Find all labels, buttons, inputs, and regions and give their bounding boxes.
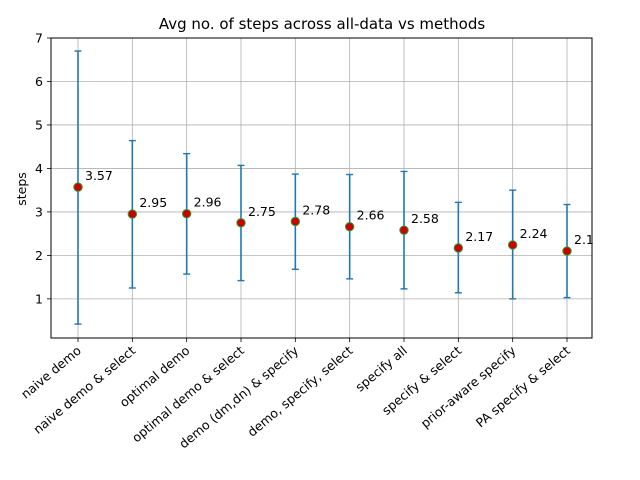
x-tick-label: PA specify & select (473, 343, 573, 431)
x-tick-label: demo, specify, select (244, 343, 355, 440)
data-label: 2.66 (357, 208, 385, 223)
data-label: 2.1 (574, 232, 594, 247)
data-label: 2.75 (248, 204, 276, 219)
data-point (562, 246, 572, 256)
data-label: 2.78 (302, 202, 330, 217)
y-tick-label: 6 (35, 74, 43, 89)
data-point (181, 208, 192, 219)
x-tick-label: naive demo & select (30, 343, 138, 437)
data-points (73, 182, 572, 256)
y-tick-label: 1 (35, 291, 43, 306)
y-tick-label: 2 (35, 248, 43, 263)
data-point (453, 243, 464, 253)
y-axis-label: steps (14, 172, 29, 206)
x-tick-label: prior-aware specify (418, 342, 519, 430)
data-label: 2.58 (411, 211, 439, 226)
data-label: 2.95 (139, 195, 167, 210)
data-point (236, 218, 246, 228)
data-point (399, 225, 409, 235)
data-point (73, 182, 83, 192)
y-tick-label: 7 (35, 31, 43, 46)
y-tick-label: 5 (35, 117, 43, 132)
y-axis: 1 2 3 4 5 6 7 (35, 31, 51, 306)
y-tick-label: 4 (35, 161, 43, 176)
data-point (290, 216, 301, 227)
data-label: 2.17 (465, 229, 493, 244)
data-point (127, 209, 138, 219)
plot-frame (50, 37, 593, 339)
data-point (344, 221, 355, 232)
chart-title: Avg no. of steps across all-data vs meth… (159, 15, 485, 33)
data-label: 2.24 (520, 226, 548, 241)
data-point (507, 240, 518, 250)
data-label: 3.57 (85, 168, 113, 183)
y-tick-label: 3 (35, 204, 43, 219)
data-label: 2.96 (194, 195, 222, 210)
data-labels: 3.57 2.95 2.96 2.75 2.78 2.66 2.58 2.17 2.24 2.1 (85, 168, 594, 247)
error-bars (74, 50, 571, 325)
